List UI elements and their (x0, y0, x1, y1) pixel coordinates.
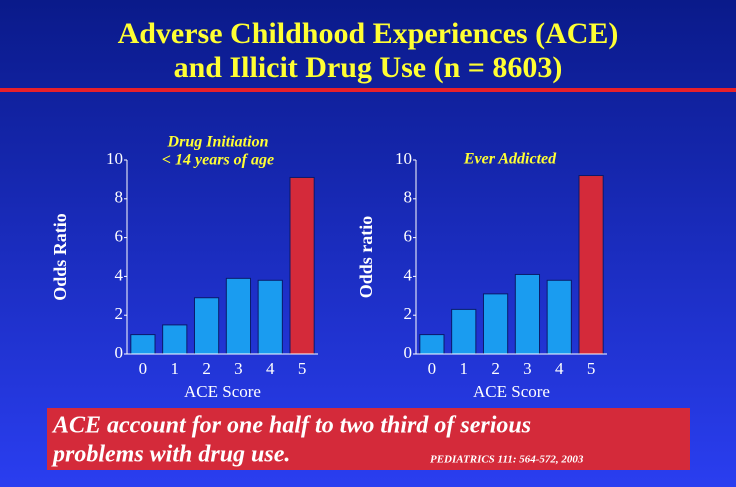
x-axis-label: ACE Score (184, 382, 261, 401)
y-tick-label: 6 (115, 227, 124, 246)
x-tick-label: 2 (202, 359, 211, 378)
slide-title: and Illicit Drug Use (n = 8603) (174, 51, 563, 84)
bar (482, 293, 509, 355)
bar (257, 279, 283, 355)
y-tick-label: 2 (115, 304, 124, 323)
bar (193, 297, 220, 355)
bar (546, 279, 572, 355)
chart-title: Ever Addicted (463, 151, 557, 168)
bar (514, 273, 541, 355)
y-tick-label: 2 (404, 304, 413, 323)
y-tick-label: 0 (404, 343, 413, 362)
bar (289, 176, 315, 355)
y-axis-label: Odds ratio (356, 216, 376, 299)
x-tick-label: 5 (298, 359, 307, 378)
y-tick-label: 10 (106, 149, 123, 168)
x-tick-label: 5 (587, 359, 596, 378)
chart-title: < 14 years of age (162, 152, 274, 169)
slide-title: Adverse Childhood Experiences (ACE) (118, 17, 619, 50)
y-tick-label: 0 (115, 343, 124, 362)
y-tick-label: 6 (404, 227, 413, 246)
divider (0, 88, 736, 92)
banner (47, 408, 690, 470)
banner-text: problems with drug use. (51, 442, 290, 468)
bar (162, 324, 188, 355)
bar (130, 334, 156, 355)
x-tick-label: 1 (171, 359, 180, 378)
x-tick-label: 3 (234, 359, 243, 378)
x-tick-label: 2 (491, 359, 500, 378)
bar (451, 308, 477, 355)
y-tick-label: 8 (404, 188, 413, 207)
x-tick-label: 0 (139, 359, 148, 378)
x-tick-label: 4 (266, 359, 275, 378)
x-tick-label: 4 (555, 359, 564, 378)
x-tick-label: 3 (523, 359, 532, 378)
bar (578, 175, 604, 355)
y-axis-label: Odds Ratio (50, 213, 70, 301)
chart-title: Drug Initiation (167, 134, 269, 151)
bar (419, 334, 445, 355)
x-axis-label: ACE Score (473, 382, 550, 401)
x-tick-label: 1 (460, 359, 469, 378)
y-tick-label: 8 (115, 188, 124, 207)
y-tick-label: 10 (395, 149, 412, 168)
citation: PEDIATRICS 111: 564-572, 2003 (430, 454, 584, 466)
bar (225, 277, 252, 355)
y-tick-label: 4 (404, 265, 413, 284)
y-tick-label: 4 (115, 265, 124, 284)
banner-text: ACE account for one half to two third of… (51, 413, 531, 439)
x-tick-label: 0 (428, 359, 437, 378)
